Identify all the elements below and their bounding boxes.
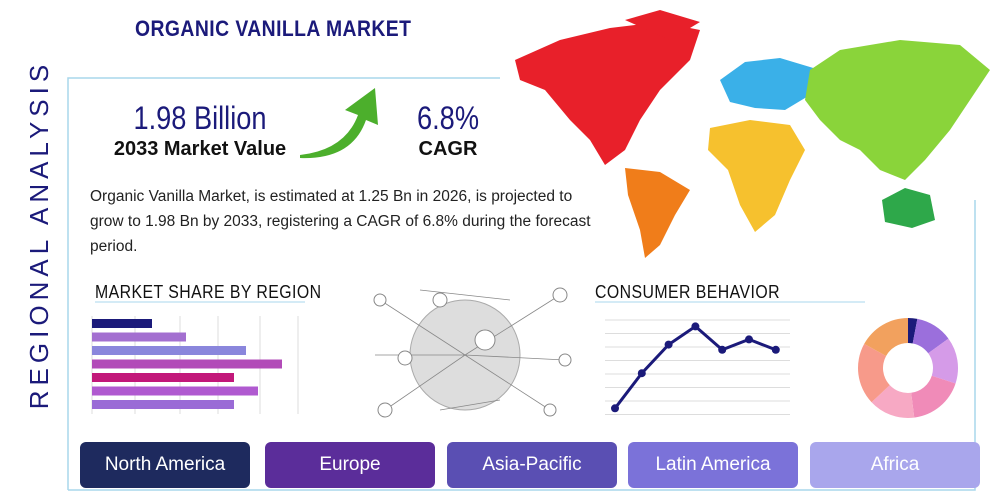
title: ORGANIC VANILLA MARKET [135, 16, 412, 41]
point [611, 404, 619, 413]
bar [92, 386, 258, 396]
point [771, 345, 780, 354]
network-globe [373, 287, 572, 418]
donut-slice [871, 385, 915, 419]
bar [92, 332, 186, 342]
frame [68, 200, 976, 491]
point [664, 340, 673, 349]
bar [92, 400, 234, 409]
bar [92, 319, 152, 328]
region-tab[interactable]: Latin America [628, 442, 798, 488]
point [745, 335, 753, 344]
donut-slice [928, 338, 958, 384]
bar [92, 346, 246, 355]
region-tab[interactable]: Africa [810, 442, 980, 488]
section-title: CONSUMER BEHAVIOR [595, 282, 780, 302]
region-tab[interactable]: North America [80, 442, 250, 488]
point [637, 369, 646, 378]
donut-slice [911, 375, 956, 418]
stat-value: 6.8% [417, 100, 479, 136]
description: Organic Vanilla Market, is estimated at … [90, 188, 591, 255]
donut-slice [864, 317, 908, 356]
point [691, 322, 700, 331]
growth-arrow [300, 88, 378, 159]
region-tab[interactable]: Asia-Pacific [447, 442, 617, 488]
donut-slice [857, 343, 890, 403]
stat-value: 1.98 Billion [133, 100, 267, 136]
stat-label: 2033 Market Value [113, 138, 287, 160]
bar [92, 373, 234, 382]
donut-slice [912, 318, 949, 354]
point [718, 345, 727, 354]
world-map [515, 10, 990, 258]
bar [92, 359, 282, 369]
region-tab[interactable]: Europe [265, 442, 435, 488]
frame [67, 77, 500, 490]
section-title: MARKET SHARE BY REGION [95, 282, 322, 302]
stat-label: CAGR [418, 138, 478, 160]
donut-slice [908, 318, 918, 344]
side-label: REGIONAL ANALYSIS [24, 59, 54, 410]
